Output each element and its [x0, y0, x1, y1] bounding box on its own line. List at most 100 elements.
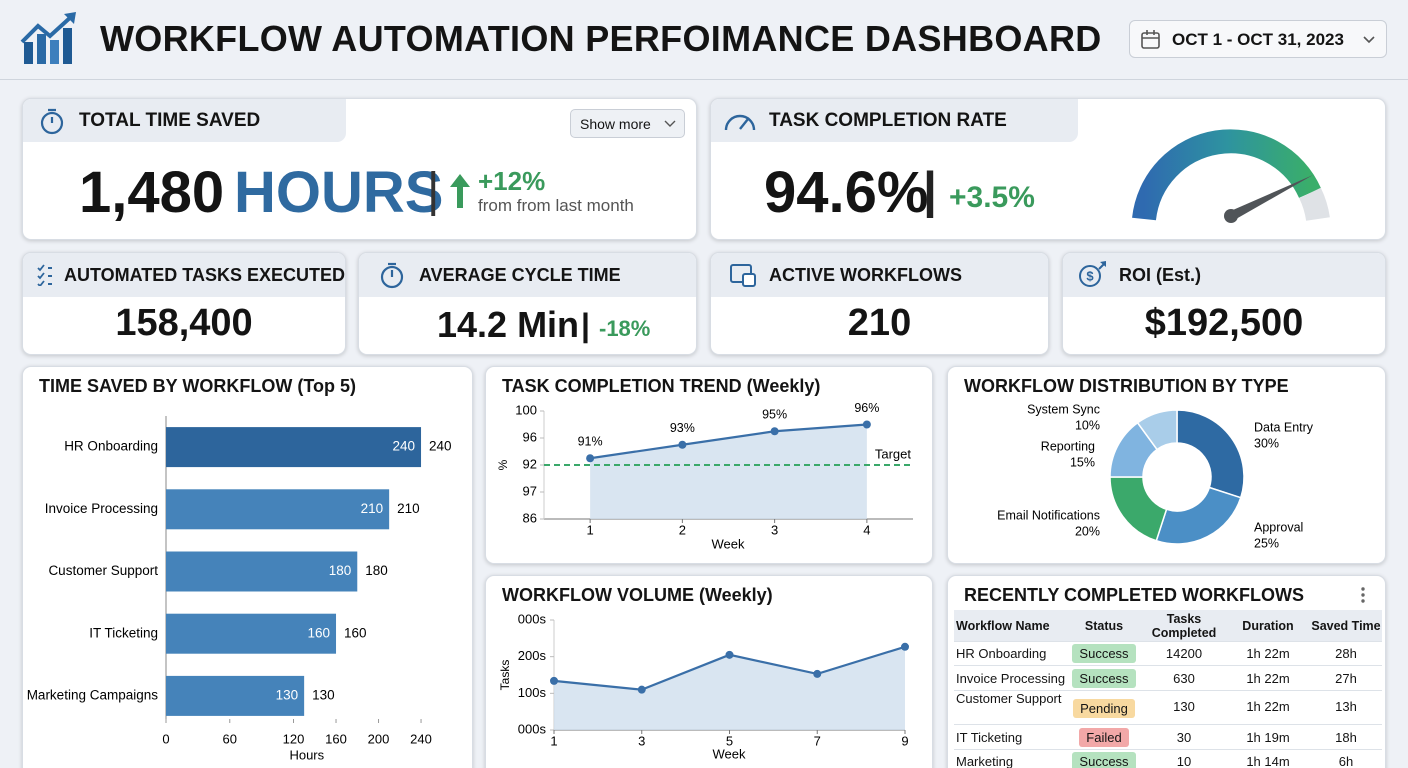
- column-header: Saved Time: [1311, 618, 1381, 633]
- gauge: [1132, 129, 1330, 223]
- table-row: HR Onboarding Success 14200 1h 22m 28h: [954, 642, 1382, 666]
- kpi-change: -18%: [599, 316, 651, 341]
- chart-title: TIME SAVED BY WORKFLOW (Top 5): [39, 376, 356, 396]
- table-row: Marketing Success 10 1h 14m 6h: [954, 750, 1382, 768]
- kpi-card: AUTOMATED TASKS EXECUTED 158,400: [22, 252, 346, 355]
- separator: |: [923, 162, 937, 218]
- kpi-value: 14.2 Min: [437, 304, 580, 345]
- table-cell: 1h 22m: [1246, 646, 1290, 661]
- status-badge: Success: [1072, 644, 1136, 663]
- table-cell: 1h 19m: [1246, 729, 1290, 745]
- chart-card: TIME SAVED BY WORKFLOW (Top 5): [22, 366, 473, 768]
- card-header: $ ROI (Est.): [1063, 253, 1385, 297]
- kpi-title: ACTIVE WORKFLOWS: [769, 264, 962, 285]
- kpi-title: AVERAGE CYCLE TIME: [419, 264, 621, 285]
- svg-text:$: $: [1086, 268, 1094, 283]
- chevron-icon: [1363, 36, 1375, 44]
- kpi-value: 210: [847, 302, 912, 344]
- column-header: Duration: [1242, 618, 1294, 633]
- roi-icon: $: [1079, 261, 1106, 287]
- page-title: WORKFLOW AUTOMATION PERFOIMANCE DASHBOAR…: [100, 18, 1102, 59]
- header-divider: [0, 79, 1408, 80]
- table-cell: Failed: [1066, 727, 1142, 747]
- table-cell: 1h 22m: [1246, 699, 1290, 714]
- table-cell: 1h 14m: [1246, 754, 1290, 768]
- show-more-button[interactable]: Show more: [570, 109, 685, 138]
- kpi-card: TOTAL TIME SAVED Show more 1,480 HOURS |…: [22, 98, 697, 240]
- table-cell: Success: [1066, 668, 1142, 688]
- chart-title: WORKFLOW DISTRIBUTION BY TYPE: [964, 376, 1289, 396]
- table-title: RECENTLY COMPLETED WORKFLOWS: [964, 585, 1305, 605]
- table-cell: Marketing: [956, 754, 1014, 768]
- column-header: Workflow Name: [956, 618, 1050, 633]
- table-cell: Invoice Processing: [956, 670, 1066, 686]
- timer-icon: [380, 262, 404, 289]
- logo-icon: [20, 12, 76, 64]
- table-cell: 27h: [1335, 670, 1357, 686]
- table-cell: 13h: [1335, 699, 1357, 714]
- table-cell: 1h 22m: [1246, 670, 1290, 686]
- table: Workflow Name Status Tasks Completed Durati…: [954, 610, 1382, 768]
- table-row: IT Ticketing Failed 30 1h 19m 18h: [954, 725, 1382, 750]
- kpi-card: $ ROI (Est.) $192,500: [1062, 252, 1386, 355]
- kpi-note: from from last month: [478, 196, 634, 215]
- workflow-icon: [730, 264, 756, 287]
- kpi-change: +3.5%: [949, 181, 1035, 214]
- chart-card: WORKFLOW DISTRIBUTION BY TYPE: [947, 366, 1386, 564]
- kpi-unit: HOURS: [234, 160, 444, 225]
- chart-title: TASK COMPLETION TREND (Weekly): [502, 376, 821, 396]
- table-cell: 630: [1173, 670, 1195, 686]
- chart-card: TASK COMPLETION TREND (Weekly): [485, 366, 933, 564]
- chart-title: WORKFLOW VOLUME (Weekly): [502, 585, 773, 605]
- checklist-icon: [37, 264, 52, 286]
- table-cell: 6h: [1338, 754, 1354, 768]
- card-header: ACTIVE WORKFLOWS: [711, 253, 1048, 297]
- calendar-icon: [1141, 30, 1160, 49]
- card-header: TOTAL TIME SAVED: [23, 99, 346, 142]
- stopwatch-icon: [40, 108, 64, 134]
- up-arrow-icon: [450, 174, 470, 208]
- date-picker[interactable]: OCT 1 - OCT 31, 2023: [1129, 20, 1387, 58]
- kpi-value: 158,400: [115, 302, 253, 344]
- table-cell: 18h: [1335, 729, 1357, 745]
- kpi-change: +12%: [478, 166, 546, 196]
- table-cell: Success: [1066, 644, 1142, 663]
- speedometer-icon: [724, 114, 756, 130]
- table-cell: 28h: [1335, 646, 1357, 661]
- status-badge: Failed: [1079, 727, 1129, 747]
- kpi-title: TASK COMPLETION RATE: [769, 109, 1007, 131]
- chevron-icon: [664, 120, 676, 127]
- card-header: AVERAGE CYCLE TIME: [359, 253, 696, 297]
- kpi-title: TOTAL TIME SAVED: [79, 109, 261, 131]
- kpi-card: AVERAGE CYCLE TIME 14.2 Min | -18%: [358, 252, 697, 355]
- column-header: Tasks Completed: [1151, 611, 1217, 640]
- more-menu-icon[interactable]: [1359, 586, 1367, 604]
- table-cell: 10: [1176, 754, 1192, 768]
- table-cell: HR Onboarding: [956, 646, 1047, 661]
- column-header: Status: [1084, 618, 1124, 633]
- chart-card: WORKFLOW VOLUME (Weekly): [485, 575, 933, 768]
- table-cell: Success: [1066, 752, 1142, 768]
- date-range: OCT 1 - OCT 31, 2023: [1172, 30, 1344, 49]
- header-row: Workflow Name Status Tasks Completed Durati…: [954, 610, 1382, 642]
- status-badge: Success: [1072, 668, 1136, 688]
- kpi-title: ROI (Est.): [1119, 264, 1202, 285]
- kpi-value: 94.6%: [764, 160, 929, 225]
- table-cell: 30: [1176, 729, 1192, 745]
- table-cell: 130: [1173, 699, 1195, 714]
- card-header: AUTOMATED TASKS EXECUTED: [23, 253, 345, 297]
- button-label: Show more: [580, 116, 651, 132]
- status-badge: Pending: [1073, 699, 1135, 718]
- kpi-card: ACTIVE WORKFLOWS 210: [710, 252, 1049, 355]
- card-header: TASK COMPLETION RATE: [711, 99, 1078, 142]
- table-cell: 14200: [1165, 646, 1203, 661]
- separator: |: [581, 307, 590, 343]
- kpi-title: AUTOMATED TASKS EXECUTED: [63, 264, 345, 285]
- table-row: Invoice Processing Success 630 1h 22m 27h: [954, 666, 1382, 691]
- kpi-card: TASK COMPLETION RATE 94.6% | +3.5%: [710, 98, 1386, 240]
- separator: |: [427, 164, 440, 217]
- status-badge: Success: [1072, 752, 1136, 768]
- table-cell: IT Ticketing: [956, 729, 1023, 745]
- kpi-value: $192,500: [1144, 302, 1304, 344]
